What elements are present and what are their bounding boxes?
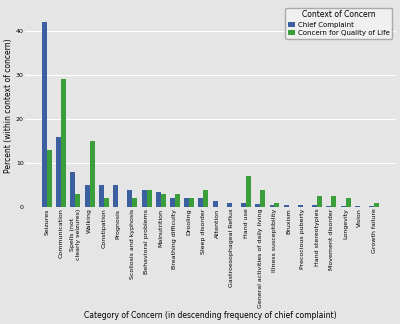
Bar	[284, 205, 289, 207]
Bar	[90, 141, 95, 207]
Bar	[99, 185, 104, 207]
Bar	[56, 136, 61, 207]
Bar	[270, 205, 274, 207]
Bar	[184, 198, 189, 207]
Bar	[61, 79, 66, 207]
Bar	[198, 198, 204, 207]
Bar	[213, 201, 218, 207]
Bar	[161, 194, 166, 207]
Bar	[317, 196, 322, 207]
Legend: Chief Complaint, Concern for Quality of Life: Chief Complaint, Concern for Quality of …	[285, 8, 392, 39]
Bar	[227, 203, 232, 207]
Bar	[156, 192, 161, 207]
Bar	[76, 194, 80, 207]
Bar	[47, 150, 52, 207]
Bar	[260, 190, 265, 207]
Bar	[312, 205, 317, 207]
Bar	[113, 185, 118, 207]
Bar	[241, 203, 246, 207]
Bar	[170, 198, 175, 207]
Bar	[104, 198, 109, 207]
Bar	[70, 172, 76, 207]
Bar	[326, 206, 331, 207]
X-axis label: Category of Concern (in descending frequency of chief complaint): Category of Concern (in descending frequ…	[84, 311, 337, 320]
Bar	[355, 206, 360, 207]
Bar	[346, 198, 350, 207]
Bar	[85, 185, 90, 207]
Bar	[255, 204, 260, 207]
Bar	[175, 194, 180, 207]
Bar	[146, 190, 152, 207]
Bar	[246, 176, 251, 207]
Y-axis label: Percent (within context of concern): Percent (within context of concern)	[4, 38, 13, 173]
Bar	[42, 22, 47, 207]
Bar	[127, 190, 132, 207]
Bar	[298, 205, 303, 207]
Bar	[369, 206, 374, 207]
Bar	[374, 203, 379, 207]
Bar	[331, 196, 336, 207]
Bar	[132, 198, 137, 207]
Bar	[189, 198, 194, 207]
Bar	[274, 203, 280, 207]
Bar	[341, 206, 346, 207]
Bar	[204, 190, 208, 207]
Bar	[142, 190, 146, 207]
